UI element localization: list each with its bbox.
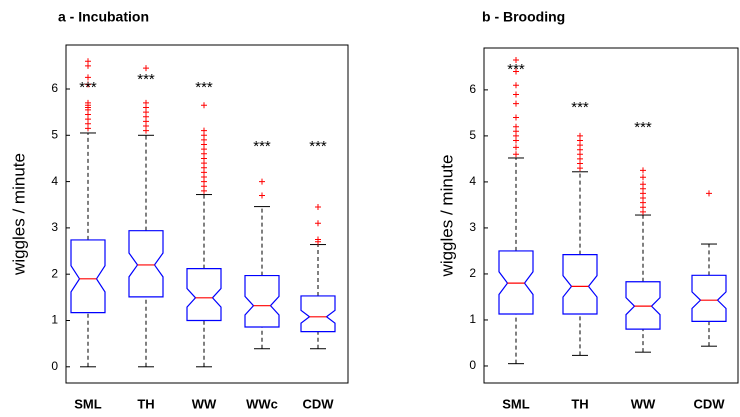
significance-label: *** [571,99,589,116]
chart-title: b - Brooding [482,9,565,25]
outlier [640,174,646,181]
y-tick-label: 2 [469,266,476,280]
significance-label: *** [137,71,155,88]
x-tick-label: WWc [246,396,278,411]
x-tick-label: TH [571,396,588,411]
y-axis-label: wiggles / minute [437,155,456,278]
y-tick-label: 1 [51,313,58,327]
significance-label: *** [253,138,271,155]
x-tick-label: CDW [693,396,725,411]
outlier [640,167,646,174]
outlier [513,151,519,158]
outlier [201,127,207,134]
outlier [513,68,519,75]
outlier [201,102,207,109]
outlier [513,123,519,130]
y-tick-label: 0 [51,359,58,373]
box [691,274,727,322]
outlier [513,144,519,151]
box [128,230,164,298]
y-tick-label: 4 [51,174,58,188]
plot-frame [65,44,349,384]
y-tick-label: 4 [469,174,476,188]
outlier [143,99,149,106]
x-tick-label: CDW [302,396,334,411]
y-axis-label: wiggles / minute [9,153,28,276]
outlier [85,74,91,81]
box [70,239,106,314]
box [498,250,534,315]
outlier [706,190,712,197]
y-tick-label: 3 [469,220,476,234]
y-tick-label: 3 [51,220,58,234]
y-tick-label: 6 [469,82,476,96]
outlier [513,114,519,121]
outlier [85,81,91,88]
y-tick-label: 0 [469,358,476,372]
y-tick-label: 5 [51,127,58,141]
significance-label: *** [634,119,652,136]
box [186,268,222,322]
box [244,274,280,328]
outlier [640,181,646,188]
x-tick-label: SML [502,396,530,411]
x-tick-label: SML [74,396,102,411]
x-tick-label: WW [631,396,656,411]
outlier [513,91,519,98]
box [300,295,336,333]
outlier [259,178,265,185]
x-tick-label: WW [192,396,217,411]
outlier [315,220,321,227]
y-tick-label: 1 [469,312,476,326]
box [625,281,661,330]
y-tick-label: 6 [51,81,58,95]
y-tick-label: 5 [469,128,476,142]
significance-label: *** [79,79,97,96]
outlier [513,56,519,63]
significance-label: *** [195,79,213,96]
x-tick-label: TH [137,396,154,411]
outlier [143,65,149,72]
outlier [513,82,519,89]
outlier [513,100,519,107]
chart-title: a - Incubation [58,9,149,25]
significance-label: *** [309,138,327,155]
outlier [259,192,265,199]
y-tick-label: 2 [51,266,58,280]
plot-frame [483,47,739,384]
box [562,254,598,315]
outlier [85,58,91,65]
significance-label: *** [507,61,525,78]
outlier [315,236,321,243]
outlier [315,204,321,211]
outlier [577,132,583,139]
outlier [85,99,91,106]
